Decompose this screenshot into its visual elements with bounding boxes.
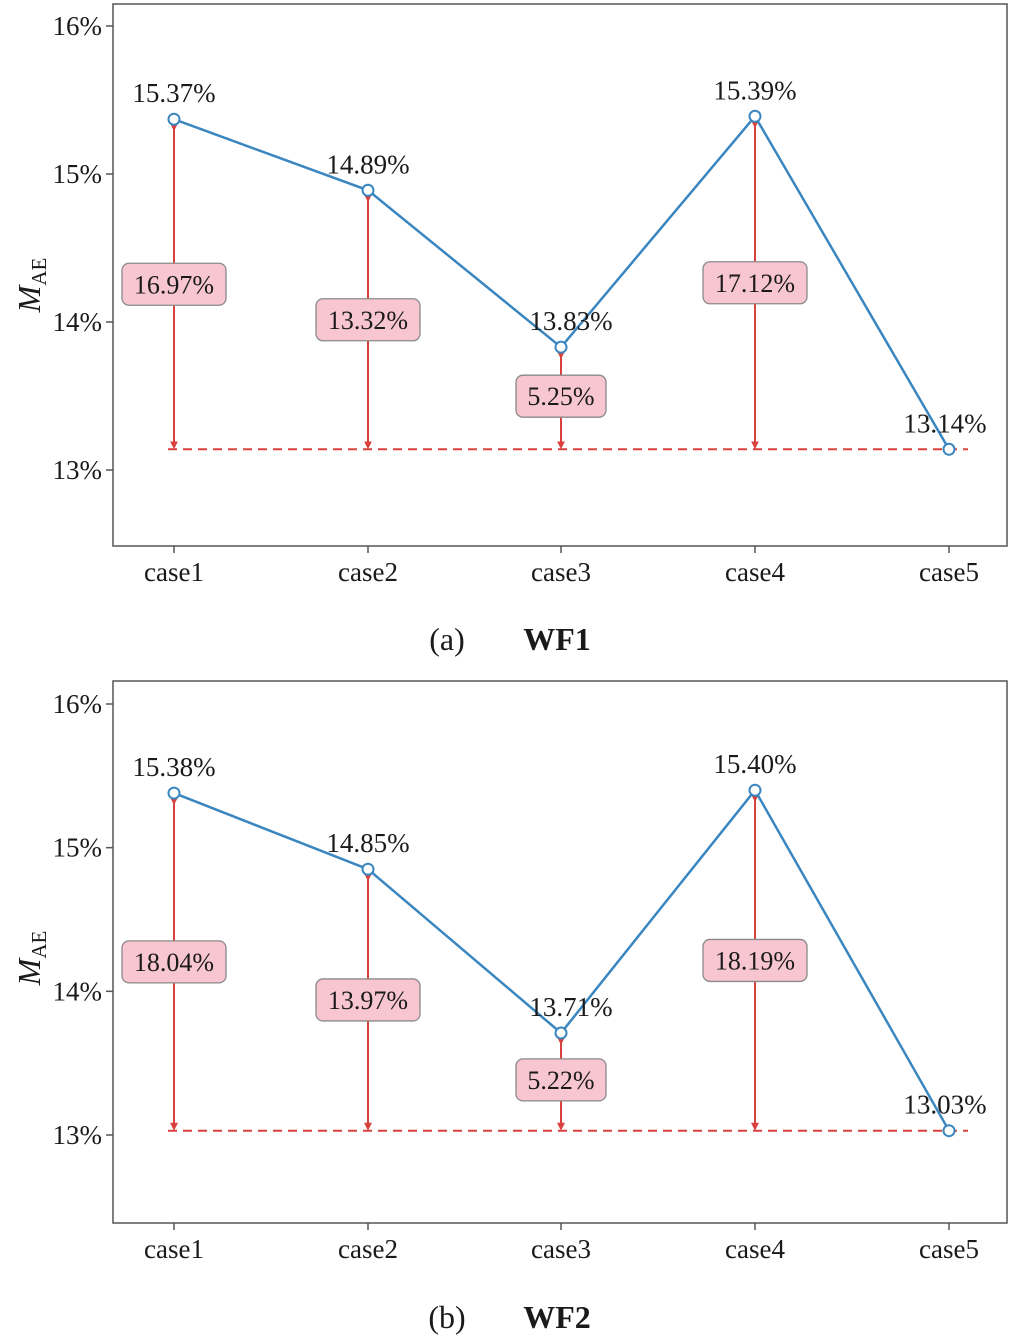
panel-label: (b) <box>428 1299 465 1335</box>
y-axis-label-main: M <box>11 283 47 313</box>
y-axis-label-sub: AE <box>27 931 51 959</box>
data-point <box>167 112 181 126</box>
y-tick-label: 16% <box>53 11 103 41</box>
improvement-label: 5.25% <box>527 382 594 411</box>
x-tick-label: case5 <box>919 1234 979 1264</box>
data-point <box>361 183 375 197</box>
improvement-label: 18.19% <box>715 946 795 975</box>
y-tick-label: 16% <box>53 689 103 719</box>
data-point <box>748 109 762 123</box>
panel-title: WF1 <box>523 621 591 657</box>
plot-frame <box>112 3 1008 547</box>
y-tick-label: 14% <box>53 307 103 337</box>
data-point <box>942 442 956 456</box>
panel-label: (a) <box>429 621 465 657</box>
chart-panel-wf2: 13% 14% 15% 16% case1 case2 case3 case4 case5 MAE… <box>11 680 1008 1335</box>
value-label: 14.89% <box>326 149 409 179</box>
y-axis-label: MAE <box>11 931 51 987</box>
data-point <box>554 1026 568 1040</box>
improvement-box <box>121 940 227 984</box>
x-tick-label: case2 <box>338 1234 398 1264</box>
improvement-box <box>702 261 808 305</box>
value-label: 13.71% <box>529 992 612 1022</box>
value-label: 15.39% <box>713 75 796 105</box>
data-point <box>942 1124 956 1138</box>
data-point <box>167 786 181 800</box>
value-label: 14.85% <box>326 828 409 858</box>
data-point <box>554 340 568 354</box>
x-tick-label: case3 <box>531 1234 591 1264</box>
improvement-label: 17.12% <box>715 269 795 298</box>
value-label: 15.38% <box>132 752 215 782</box>
improvement-label: 13.32% <box>328 306 408 335</box>
y-axis-label-sub: AE <box>27 258 51 286</box>
x-tick-label: case4 <box>725 557 785 587</box>
improvement-box <box>315 298 421 342</box>
improvement-box <box>515 1058 607 1102</box>
improvement-label: 5.22% <box>527 1066 594 1095</box>
value-label: 13.14% <box>903 408 986 438</box>
data-point <box>748 783 762 797</box>
y-axis-label-main: M <box>11 956 47 986</box>
improvement-box <box>315 978 421 1022</box>
improvement-label: 18.04% <box>134 948 214 977</box>
y-axis-label: MAE <box>11 258 51 314</box>
plot-frame <box>112 680 1008 1224</box>
x-tick-label: case2 <box>338 557 398 587</box>
value-label: 13.03% <box>903 1090 986 1120</box>
y-tick-label: 13% <box>53 1120 103 1150</box>
value-label: 15.40% <box>713 749 796 779</box>
x-tick-label: case1 <box>144 557 204 587</box>
value-label: 13.83% <box>529 306 612 336</box>
x-tick-label: case3 <box>531 557 591 587</box>
y-tick-label: 13% <box>53 455 103 485</box>
improvement-box <box>121 262 227 306</box>
x-tick-label: case5 <box>919 557 979 587</box>
y-tick-label: 14% <box>53 976 103 1006</box>
improvement-label: 16.97% <box>134 270 214 299</box>
improvement-box <box>515 374 607 418</box>
x-tick-label: case4 <box>725 1234 785 1264</box>
value-label: 15.37% <box>132 78 215 108</box>
chart-panel-wf1: 13% 14% 15% 16% case1 case2 case3 case4 case5 MAE… <box>11 3 1008 657</box>
panel-title: WF2 <box>523 1299 591 1335</box>
x-tick-label: case1 <box>144 1234 204 1264</box>
y-tick-label: 15% <box>53 833 103 863</box>
data-point <box>361 862 375 876</box>
y-tick-label: 15% <box>53 159 103 189</box>
improvement-box <box>702 938 808 983</box>
improvement-label: 13.97% <box>328 986 408 1015</box>
